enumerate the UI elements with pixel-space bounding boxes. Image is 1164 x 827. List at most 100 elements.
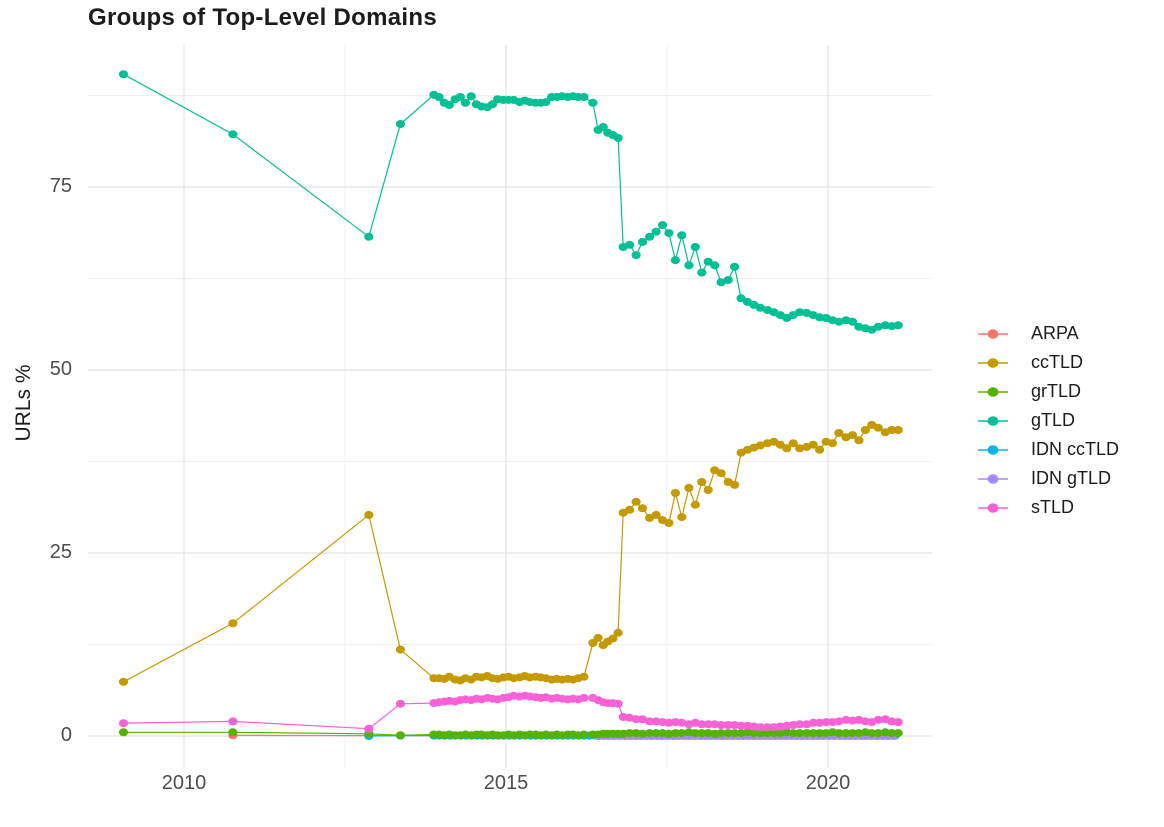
legend-label: grTLD [1031,381,1082,401]
data-point [364,232,374,241]
legend-label: gTLD [1031,410,1076,430]
legend-item-grTLD: grTLD [976,377,1119,406]
data-point [716,469,726,478]
data-point [697,268,707,277]
data-point [893,321,903,330]
data-point [364,724,374,733]
data-point [608,634,618,643]
data-point [625,505,635,514]
data-point [887,729,897,738]
data-point [788,729,798,738]
data-point [690,243,700,251]
data-point [677,729,687,738]
data-point [651,729,661,738]
data-point [762,723,773,732]
data-point [444,101,454,109]
data-point [755,441,766,450]
data-point [697,478,707,486]
data-point [625,729,635,738]
data-point [847,431,858,440]
data-point [657,221,668,230]
data-point [637,715,648,724]
data-point [795,308,805,317]
data-point [716,278,726,287]
data-point [651,510,661,519]
legend-marker-icon [978,328,1008,339]
data-point [867,729,877,738]
data-point [834,729,844,738]
legend-marker-icon [978,502,1008,513]
legend: ARPA ccTLD grTLD gTLD IDN ccTLD IDN gTLD sTLD [976,319,1119,522]
y-tick-label-50: 50 [49,358,72,380]
data-point [716,721,726,729]
data-point [873,322,883,331]
data-point [664,229,674,238]
y-tick-label-25: 25 [49,541,72,563]
data-point [228,130,238,139]
data-point [613,699,623,708]
series-sTLD [118,691,903,733]
data-point [769,729,779,738]
data-point [703,486,713,494]
data-point [645,729,655,738]
legend-marker-icon [978,473,1008,484]
data-point [730,262,740,271]
data-point [664,519,674,527]
data-point [677,231,687,240]
data-point [395,645,405,654]
data-point [690,729,700,738]
data-point [118,677,129,686]
series-ccTLD [118,420,903,686]
data-point [637,504,648,513]
data-point [684,261,694,270]
data-point [847,317,858,326]
data-point [395,120,405,128]
data-point [762,729,773,738]
data-point [815,445,825,454]
data-point [670,256,681,265]
data-point [860,426,871,434]
data-point [815,729,825,738]
data-point [364,510,374,519]
data-point [228,717,238,726]
data-point [821,718,831,727]
y-tick-label-75: 75 [49,175,72,197]
data-point [466,92,476,101]
data-point [703,720,713,729]
data-point [593,633,603,642]
data-point [645,232,655,241]
data-point [118,70,129,79]
gridlines-minor [88,45,932,768]
data-point [118,728,129,737]
legend-label: IDN gTLD [1031,468,1112,488]
data-point [893,426,903,434]
data-point [651,227,661,236]
legend-item-ARPA: ARPA [976,319,1119,348]
data-point [690,500,700,509]
data-point [723,276,733,284]
data-point [697,729,707,738]
data-point [893,718,903,727]
data-point [455,93,465,101]
data-point [808,440,818,449]
data-point [788,439,798,448]
legend-label: ARPA [1031,323,1079,343]
data-point [795,720,805,729]
data-point [588,98,598,107]
data-point [637,729,648,738]
legend-marker-icon [978,357,1008,368]
legend-item-sTLD: sTLD [976,493,1119,522]
data-point [460,98,470,107]
data-point [795,444,805,453]
data-point [670,729,681,738]
data-point [723,721,733,729]
data-point [873,423,883,432]
data-point [579,693,589,702]
data-point [645,717,655,726]
legend-marker-icon [978,386,1008,397]
data-point [631,497,641,506]
data-point [684,483,694,492]
data-point [228,619,238,628]
data-point [841,729,851,738]
